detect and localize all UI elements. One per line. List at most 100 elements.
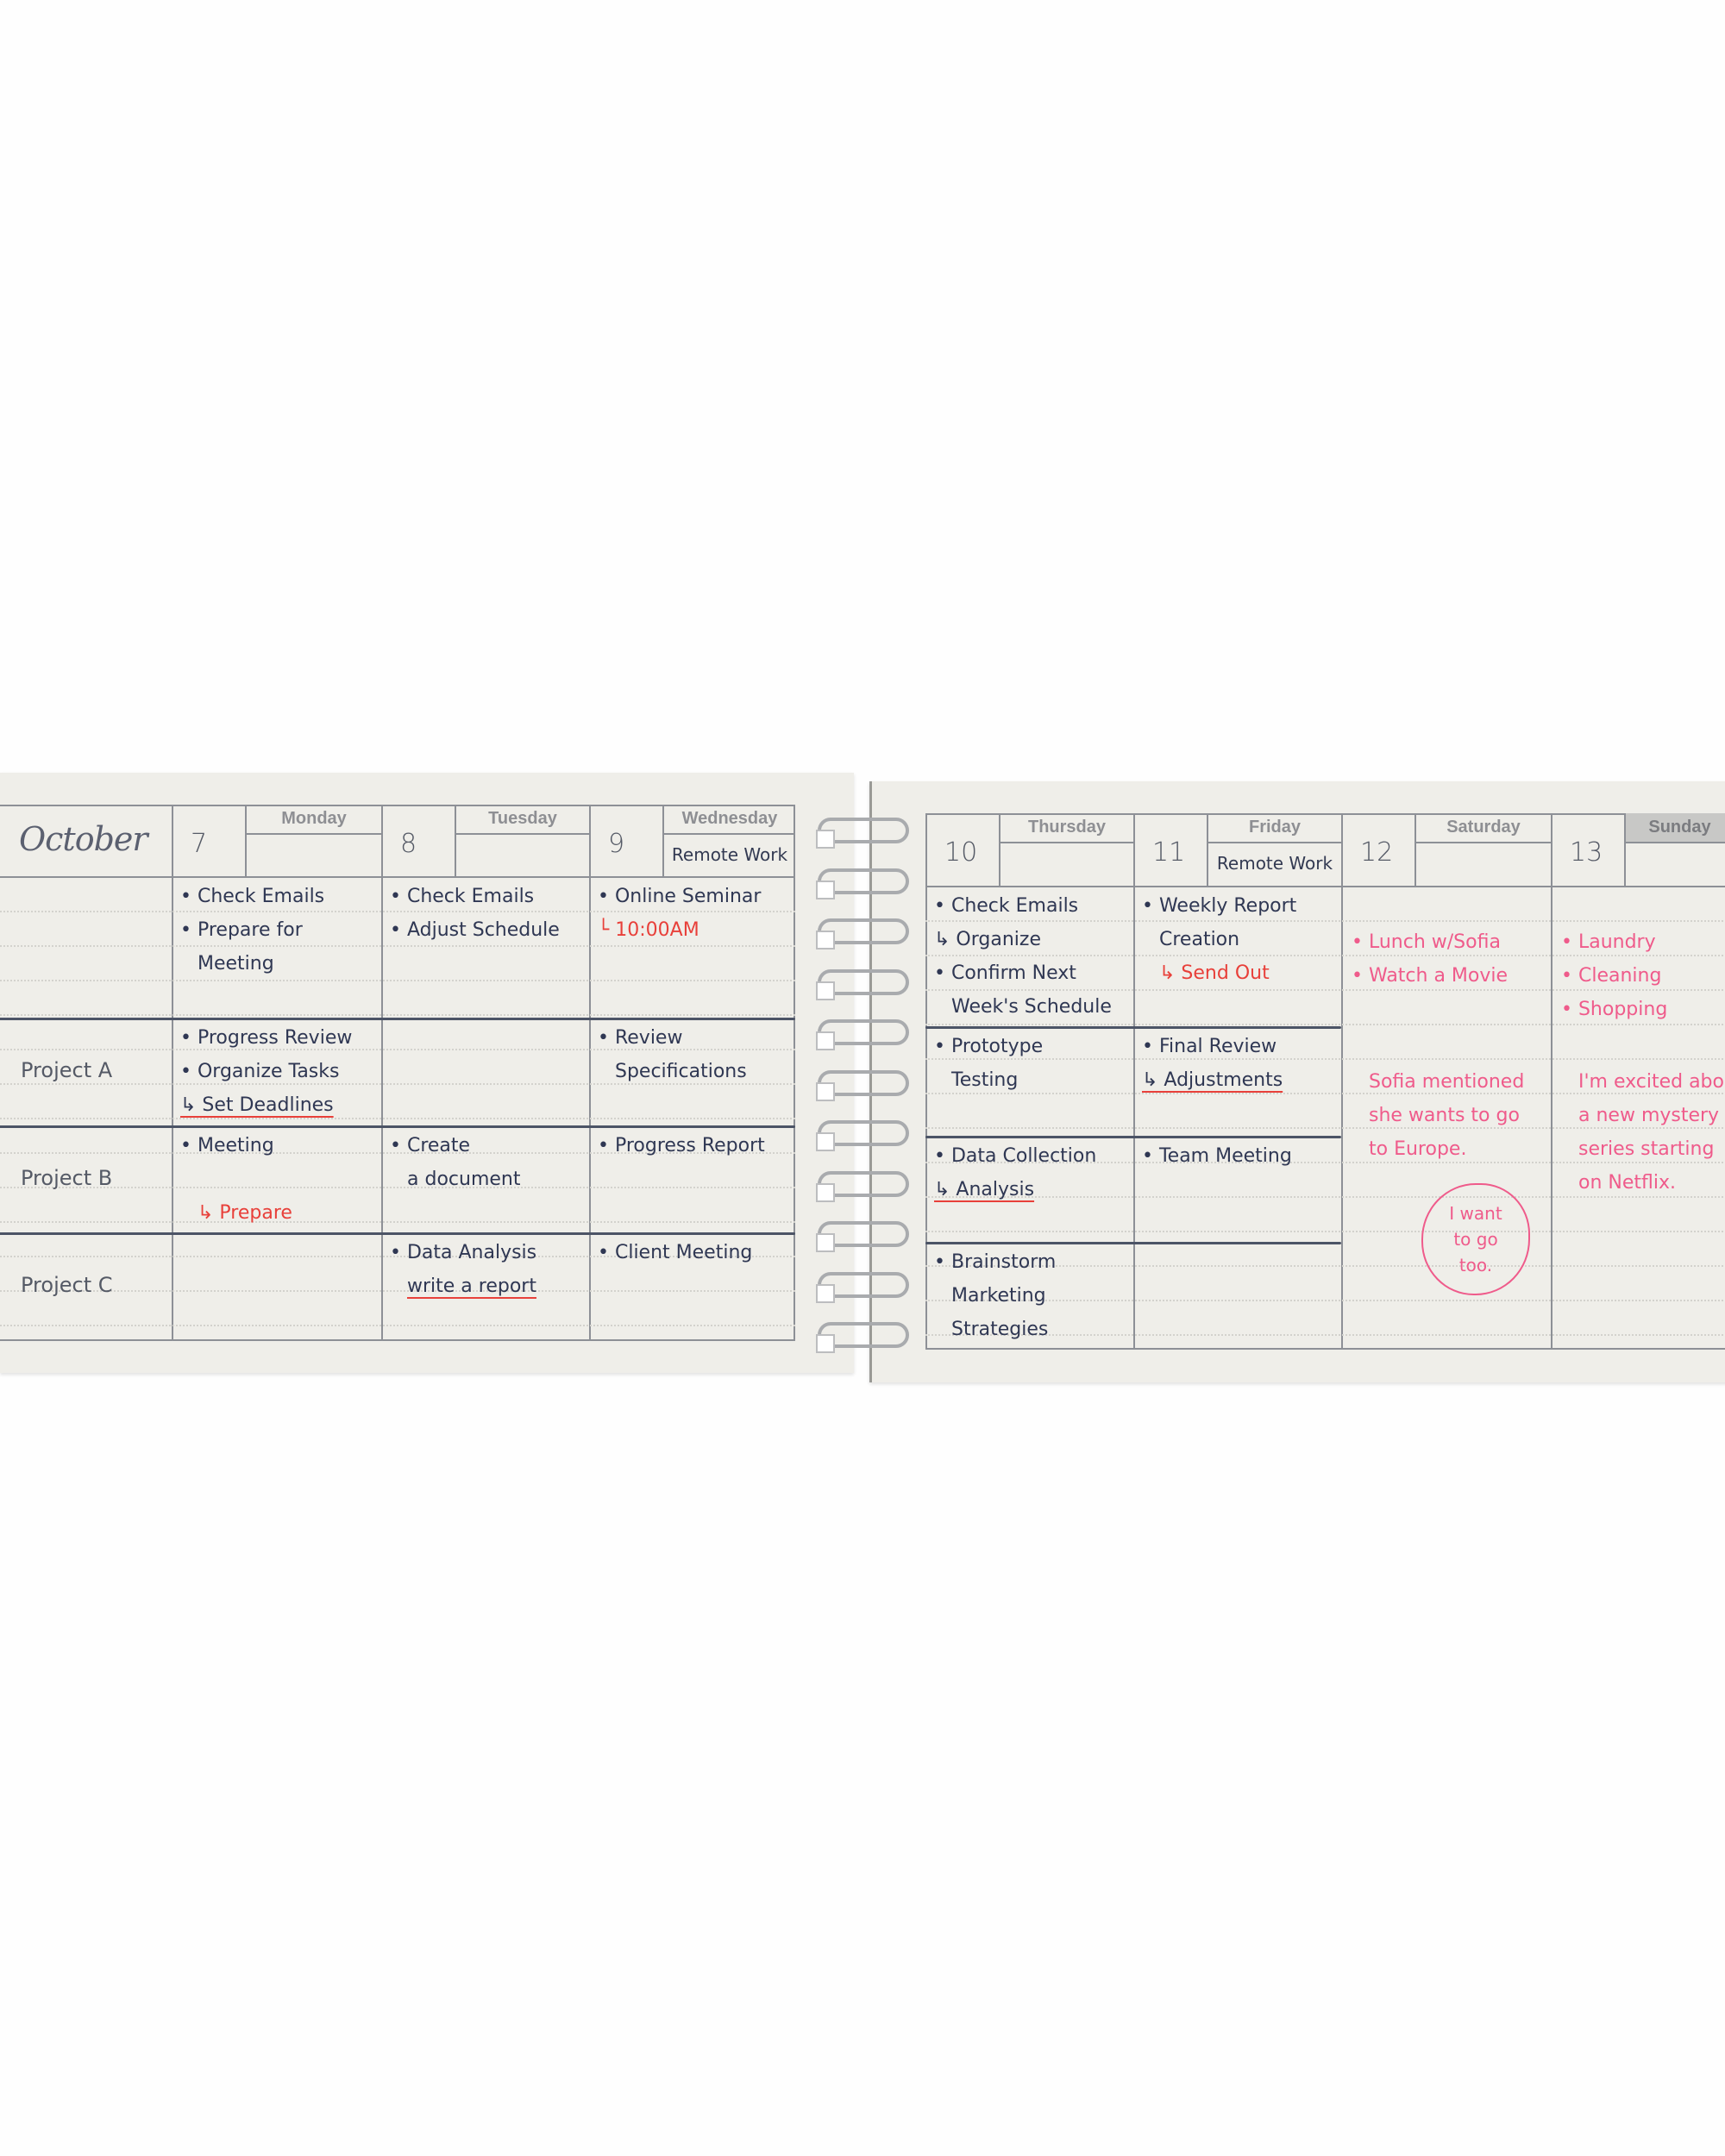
weekend-note: Sofia mentioned she wants to go to Europe. <box>1352 1065 1549 1166</box>
header-divider <box>0 876 795 878</box>
ruled-line <box>0 1049 795 1050</box>
left-page <box>0 773 854 1373</box>
section-divider <box>0 1232 795 1235</box>
spiral-ring <box>816 868 909 899</box>
column-divider <box>1133 813 1135 1350</box>
handwritten-line <box>180 1163 186 1196</box>
handwritten-line: • Brainstorm <box>934 1251 1057 1273</box>
ruled-line <box>925 1334 1725 1336</box>
column-divider <box>1551 813 1552 1350</box>
handwritten-line: • Cleaning <box>1561 965 1662 987</box>
date-number: 8 <box>400 829 417 859</box>
handwritten-line: she wants to go <box>1369 1105 1520 1126</box>
handwritten-line: a new mystery <box>1578 1105 1720 1126</box>
section-divider <box>0 1125 795 1128</box>
weekend-note: I'm excited about a new mystery series sta… <box>1561 1065 1725 1200</box>
weekday-label: Saturday <box>1414 813 1551 843</box>
day-note <box>1414 843 1551 886</box>
handwritten-line: ↳ Adjustments <box>1142 1069 1283 1091</box>
handwritten-line: • Create <box>390 1135 471 1156</box>
ruled-line <box>925 920 1725 922</box>
handwritten-line: • Check Emails <box>390 886 535 907</box>
handwritten-line: ↳ Analysis <box>934 1179 1035 1200</box>
handwritten-line: • Shopping <box>1561 999 1668 1020</box>
column-divider <box>381 805 383 1341</box>
weekday-label: Wednesday <box>662 805 795 835</box>
column-divider <box>172 805 173 1341</box>
handwritten-line: • Progress Review <box>180 1027 353 1049</box>
day-note <box>455 835 589 876</box>
weekend-note: • Laundry • Cleaning • Shopping <box>1561 925 1725 1026</box>
cloud-text: to go <box>1453 1229 1498 1250</box>
ruled-line <box>925 955 1725 956</box>
ruled-line <box>0 1325 795 1326</box>
date-number: 7 <box>191 829 208 859</box>
ruled-line <box>925 1265 1725 1267</box>
cloud-text: too. <box>1458 1255 1493 1275</box>
thought-cloud: I want to go too. <box>1421 1183 1530 1295</box>
header-divider <box>925 886 1725 887</box>
day-cell: • Review Specifications <box>598 1021 794 1088</box>
weekend-note: • Lunch w/Sofia • Watch a Movie <box>1352 925 1549 993</box>
date-number: 12 <box>1360 837 1394 868</box>
ruled-line <box>925 1127 1725 1129</box>
section-divider <box>925 1026 1341 1029</box>
handwritten-line: • Weekly Report <box>1142 895 1297 917</box>
ruled-line <box>0 1187 795 1188</box>
day-cell: • Prototype Testing <box>934 1030 1132 1097</box>
handwritten-line: Specifications <box>615 1061 747 1082</box>
ruled-line <box>925 1196 1725 1198</box>
handwritten-line: ↳ Organize <box>934 929 1041 950</box>
handwritten-line: • Team Meeting <box>1142 1145 1292 1167</box>
date-number: 9 <box>608 829 625 859</box>
day-cell: • Client Meeting <box>598 1236 794 1269</box>
ruled-line <box>0 980 795 981</box>
ruled-line <box>925 1093 1725 1094</box>
ruled-line <box>0 1256 795 1257</box>
ruled-line <box>0 911 795 912</box>
day-cell: • Online Seminar └ 10:00AM <box>598 880 794 947</box>
spiral-ring <box>816 1120 909 1151</box>
calendar-grid <box>925 813 1725 1350</box>
handwritten-line: Strategies <box>951 1319 1049 1340</box>
handwritten-line: • Laundry <box>1561 931 1656 953</box>
day-cell: • Final Review ↳ Adjustments <box>1142 1030 1339 1097</box>
section-divider <box>925 1242 1341 1244</box>
handwritten-line: Meeting <box>198 953 274 975</box>
handwritten-line: a document <box>407 1169 521 1190</box>
ruled-line <box>925 989 1725 991</box>
day-cell: • Team Meeting <box>1142 1139 1339 1173</box>
handwritten-line: ↳ Set Deadlines <box>180 1094 334 1116</box>
spiral-ring <box>816 818 909 849</box>
calendar-grid <box>0 805 795 1341</box>
cloud-text: I want <box>1449 1203 1502 1224</box>
handwritten-line: on Netflix. <box>1578 1172 1676 1194</box>
ruled-line <box>925 1058 1725 1060</box>
date-number: 10 <box>944 837 978 868</box>
date-number: 13 <box>1570 837 1603 868</box>
handwritten-line: └ 10:00AM <box>598 919 699 941</box>
day-cell: • Check Emails ↳ Organize • Confirm Next We… <box>934 889 1132 1024</box>
ruled-line <box>0 1152 795 1154</box>
spiral-ring <box>816 1170 909 1202</box>
handwritten-line: to Europe. <box>1369 1138 1467 1160</box>
handwritten-line: • Organize Tasks <box>180 1061 340 1082</box>
day-note: Remote Work <box>1207 843 1341 886</box>
handwritten-line: Sofia mentioned <box>1369 1071 1525 1093</box>
weekday-label: Monday <box>245 805 381 835</box>
handwritten-line: • Check Emails <box>934 895 1079 917</box>
day-cell: • Check Emails • Adjust Schedule <box>390 880 587 947</box>
handwritten-line: • Data Collection <box>934 1145 1097 1167</box>
day-note: Remote Work <box>662 835 795 876</box>
handwritten-line: ↳ Prepare <box>198 1202 292 1224</box>
weekday-label: Friday <box>1207 813 1341 843</box>
handwritten-line: • Check Emails <box>180 886 325 907</box>
spiral-ring <box>816 1271 909 1303</box>
handwritten-line: • Prepare for <box>180 919 303 941</box>
handwritten-line: • Adjust Schedule <box>390 919 560 941</box>
ruled-line <box>925 1300 1725 1301</box>
day-cell: • Data Collection ↳ Analysis <box>934 1139 1132 1206</box>
handwritten-line: • Prototype <box>934 1036 1044 1057</box>
ruled-line <box>0 945 795 947</box>
spiral-ring <box>816 1019 909 1050</box>
